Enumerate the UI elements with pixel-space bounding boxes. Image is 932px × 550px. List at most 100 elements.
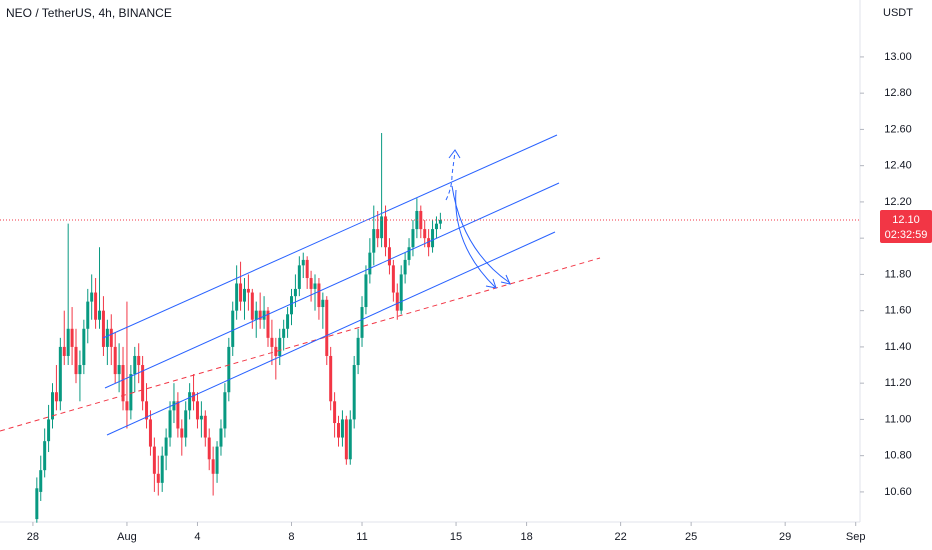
x-tick-label: Aug — [117, 531, 137, 543]
x-tick-label: 11 — [356, 531, 367, 543]
candle-body — [121, 365, 125, 402]
candle-body — [223, 392, 227, 429]
y-tick-label: 11.00 — [885, 413, 912, 425]
candle-body — [321, 299, 325, 308]
candle-body — [246, 288, 250, 293]
candle-body — [348, 419, 352, 460]
candle-body — [105, 328, 109, 347]
candle-body — [192, 392, 196, 402]
last-price-label: 12.10 — [892, 214, 920, 226]
candle-body — [101, 310, 105, 347]
candle-body — [286, 314, 290, 329]
candle-body — [399, 274, 403, 311]
x-tick-label: 22 — [614, 531, 626, 543]
plot — [35, 133, 442, 523]
candle-body — [180, 428, 184, 438]
x-tick-label: 4 — [194, 531, 200, 543]
candle-body — [262, 310, 266, 320]
candle-body — [125, 401, 129, 411]
candle-body — [203, 415, 207, 438]
candle-body — [195, 401, 199, 420]
candle-body — [164, 437, 168, 456]
candle-body — [329, 355, 333, 402]
candle-body — [129, 374, 133, 411]
candle-body — [227, 346, 231, 393]
x-tick-label: 8 — [288, 531, 294, 543]
chart-title: NEO / TetherUS, 4h, BINANCE — [6, 6, 172, 20]
y-tick-label: 11.40 — [885, 341, 912, 353]
candle-body — [98, 310, 102, 320]
candle-body — [58, 346, 62, 402]
y-tick-label: 12.80 — [884, 87, 912, 99]
candle-body — [360, 307, 364, 338]
candle-body — [82, 328, 86, 366]
candle-body — [387, 247, 391, 266]
x-tick-label: 28 — [27, 531, 39, 543]
candle-body — [239, 283, 243, 302]
channel-upper — [102, 134, 558, 339]
candle-body — [54, 392, 58, 402]
candle-body — [293, 288, 297, 297]
y-tick-label: 10.60 — [884, 486, 912, 498]
candle-body — [344, 419, 348, 460]
candle-body — [274, 346, 278, 356]
arrow-down-2-head — [485, 278, 497, 289]
candle-body — [278, 337, 282, 356]
candle-body — [254, 310, 258, 320]
y-tick-label: 10.80 — [884, 450, 912, 462]
candle-body — [384, 216, 388, 248]
candle-body — [415, 210, 419, 230]
channel-lower — [106, 231, 556, 436]
candle-body — [43, 441, 47, 471]
candle-body — [66, 328, 70, 356]
candle-body — [74, 346, 78, 375]
candle-body — [219, 428, 223, 447]
candle-body — [313, 283, 317, 289]
y-tick-label: 11.60 — [885, 305, 912, 317]
candle-body — [207, 437, 211, 460]
candle-body — [423, 229, 427, 239]
candle-body — [86, 301, 90, 329]
candle-body — [199, 415, 203, 420]
drawings — [0, 134, 601, 436]
candle-body — [188, 392, 192, 411]
candle-body — [78, 365, 82, 375]
candle-body — [305, 259, 309, 279]
candle-body — [242, 288, 246, 302]
candle-body — [184, 410, 188, 438]
candle-body — [160, 455, 164, 483]
candle-body — [270, 337, 274, 347]
candle-body — [258, 310, 262, 320]
candle-body — [176, 401, 180, 429]
candle-body — [211, 459, 215, 474]
candle-body — [156, 473, 160, 483]
arrow-up-head — [448, 149, 461, 159]
axis-unit: USDT — [883, 7, 913, 19]
candle-body — [372, 229, 376, 253]
candle-body — [51, 392, 55, 420]
x-tick-label: Sep — [846, 531, 866, 543]
y-tick-label: 11.80 — [885, 268, 912, 280]
candle-body — [39, 470, 43, 492]
candle-body — [62, 346, 66, 356]
candle-body — [215, 446, 219, 474]
candle-body — [337, 423, 341, 438]
y-tick-label: 13.00 — [884, 51, 912, 63]
candle-body — [395, 292, 399, 311]
x-tick-label: 15 — [450, 531, 462, 543]
candle-body — [117, 365, 121, 375]
candle-body — [113, 346, 117, 375]
candle-body — [235, 283, 239, 311]
candle-body — [333, 401, 337, 424]
candle-body — [297, 265, 301, 289]
candle-body — [47, 419, 51, 442]
arrow-down-1 — [451, 185, 511, 284]
candle-body — [282, 328, 286, 338]
x-tick-label: 25 — [685, 531, 697, 543]
candle-body — [317, 283, 321, 308]
candle-body — [137, 355, 141, 366]
candle-body — [141, 365, 145, 402]
y-tick-label: 12.60 — [884, 123, 912, 135]
candle-body — [90, 292, 94, 302]
